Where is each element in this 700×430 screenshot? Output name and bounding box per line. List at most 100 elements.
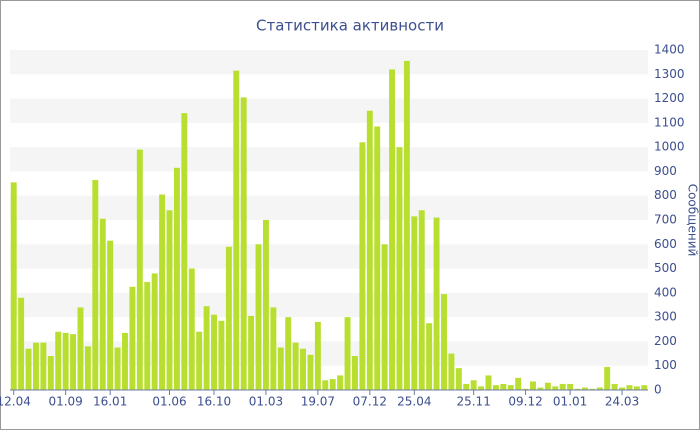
x-tick-label: 12.04 — [0, 395, 31, 409]
y-tick-label: 600 — [654, 237, 677, 251]
bar — [77, 307, 84, 390]
bar — [619, 387, 626, 390]
y-tick-label: 1400 — [654, 43, 685, 57]
bar — [40, 342, 47, 390]
bar — [626, 385, 633, 390]
x-tick-label: 25.04 — [397, 395, 431, 409]
bar — [366, 110, 373, 390]
bar — [262, 220, 269, 390]
bar — [537, 387, 544, 390]
y-tick-label: 800 — [654, 188, 677, 202]
bar — [32, 342, 39, 390]
bar — [567, 383, 574, 390]
bar — [322, 380, 329, 390]
bar — [530, 381, 536, 390]
bar — [92, 179, 99, 390]
bar — [470, 380, 477, 390]
x-tick-label: 16.10 — [197, 395, 231, 409]
bar — [633, 386, 640, 390]
bar — [47, 356, 54, 390]
bar — [441, 294, 447, 390]
bar — [485, 375, 492, 390]
bar — [10, 182, 17, 390]
bar — [233, 70, 240, 391]
bar — [255, 244, 262, 390]
bar — [307, 354, 314, 390]
bar — [581, 387, 588, 390]
bar — [25, 348, 32, 390]
y-tick-label: 700 — [654, 213, 677, 227]
y-tick-label: 1000 — [654, 140, 685, 154]
bar — [270, 307, 277, 390]
bar — [500, 383, 507, 390]
y-axis-label: Сообщений — [686, 184, 700, 257]
bar — [84, 346, 91, 390]
bar — [136, 149, 143, 390]
bar — [240, 97, 247, 390]
y-tick-label: 500 — [654, 261, 677, 275]
chart-title: Статистика активности — [256, 17, 444, 35]
y-tick-label: 1300 — [654, 67, 685, 81]
bar — [173, 167, 180, 390]
bar — [114, 347, 121, 390]
bar — [544, 382, 551, 390]
bar — [641, 385, 648, 390]
y-tick-label: 1100 — [654, 115, 685, 129]
x-tick-label: 01.06 — [152, 395, 186, 409]
x-tick-label: 09.12 — [508, 395, 542, 409]
bar — [359, 142, 366, 390]
bar — [225, 246, 232, 390]
bar — [122, 332, 128, 390]
bar — [188, 268, 195, 390]
bar — [426, 323, 433, 390]
bar — [166, 210, 173, 390]
bar — [552, 386, 559, 390]
bar — [314, 322, 321, 390]
y-tick-label: 400 — [654, 285, 677, 299]
bar — [300, 348, 307, 390]
y-tick-label: 200 — [654, 334, 677, 348]
bar — [389, 69, 396, 390]
bar — [285, 317, 292, 390]
x-tick-label: 24.03 — [605, 395, 639, 409]
y-tick-label: 100 — [654, 358, 677, 372]
bar — [107, 240, 114, 390]
bar — [515, 377, 522, 390]
bar — [396, 147, 403, 390]
bar — [492, 385, 499, 390]
bar — [351, 356, 358, 390]
bar — [418, 210, 425, 390]
bar — [374, 126, 381, 390]
grid-band — [10, 147, 648, 172]
bar — [448, 353, 455, 390]
bar — [329, 379, 336, 390]
grid-band — [10, 98, 648, 123]
bar — [463, 383, 470, 390]
bar — [522, 388, 529, 390]
grid-band — [10, 50, 648, 75]
bar — [218, 320, 225, 390]
grid-band — [10, 292, 648, 318]
y-tick-label: 300 — [654, 310, 677, 324]
bar — [381, 244, 388, 390]
bar — [159, 194, 166, 390]
y-tick-label: 900 — [654, 164, 677, 178]
x-tick-label: 01.09 — [48, 395, 82, 409]
grid-band — [10, 195, 648, 220]
x-tick-label: 01.01 — [553, 395, 587, 409]
bar — [507, 385, 514, 390]
bar — [18, 297, 25, 390]
bar — [203, 306, 210, 390]
bar — [55, 331, 62, 390]
x-tick-label: 01.03 — [249, 395, 283, 409]
bar — [604, 366, 611, 390]
bar — [144, 281, 151, 390]
bar — [151, 273, 158, 390]
bar — [611, 383, 618, 390]
bar — [478, 386, 485, 390]
x-tick-label: 19.07 — [301, 395, 335, 409]
bar — [62, 332, 69, 390]
bar — [129, 286, 136, 390]
bar — [403, 60, 410, 391]
